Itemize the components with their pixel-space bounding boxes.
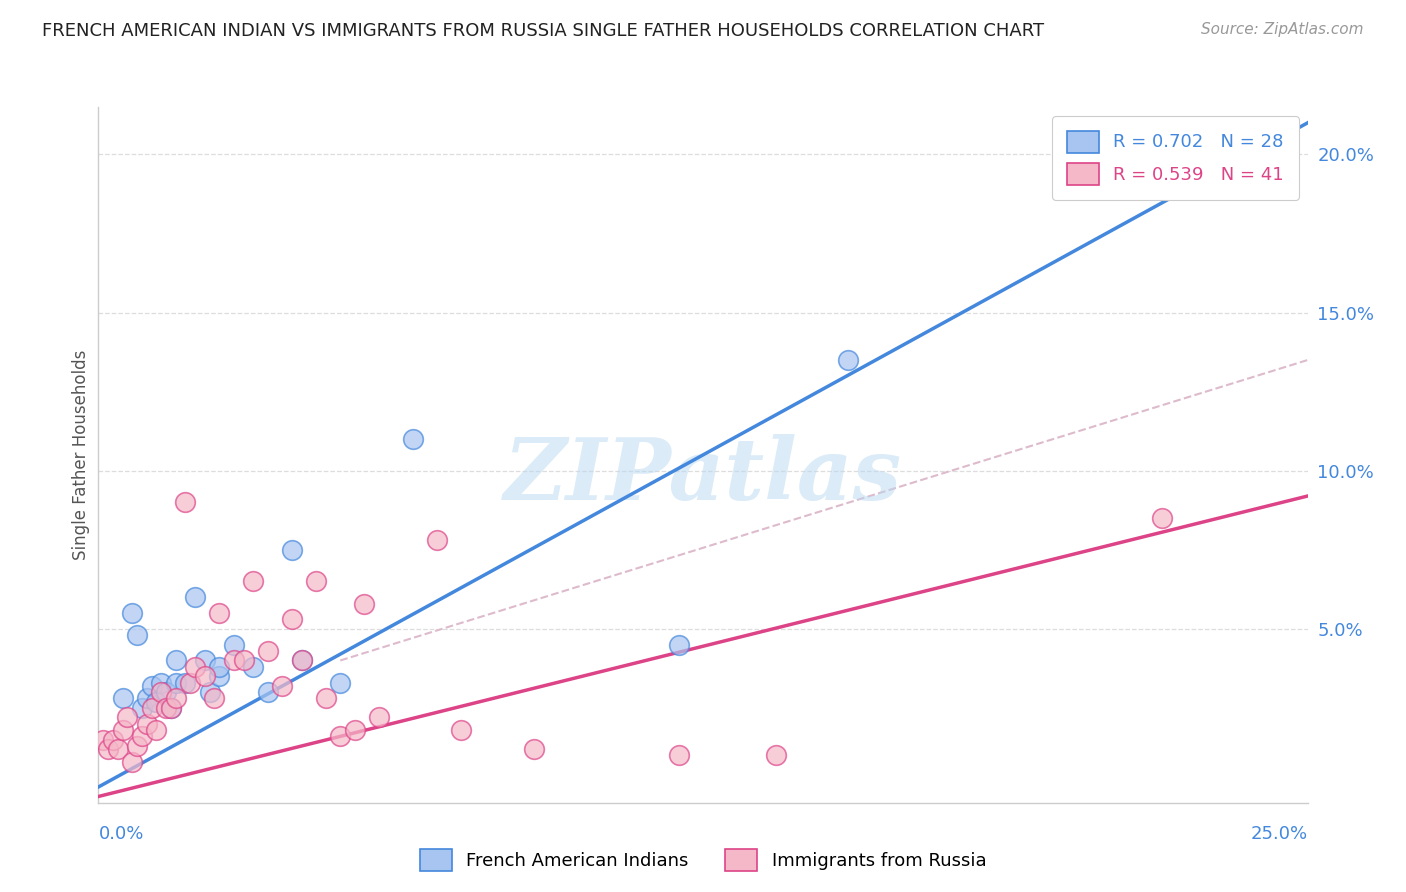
Point — [150, 675, 173, 690]
Legend: R = 0.702   N = 28, R = 0.539   N = 41: R = 0.702 N = 28, R = 0.539 N = 41 — [1052, 116, 1299, 200]
Point — [194, 669, 217, 683]
Text: 25.0%: 25.0% — [1250, 825, 1308, 843]
Point — [174, 675, 197, 690]
Point — [232, 653, 254, 667]
Point — [107, 742, 129, 756]
Point — [256, 644, 278, 658]
Point — [208, 669, 231, 683]
Point — [150, 685, 173, 699]
Point — [208, 660, 231, 674]
Point — [204, 691, 226, 706]
Point — [290, 653, 312, 667]
Point — [131, 701, 153, 715]
Point — [97, 742, 120, 756]
Point — [837, 353, 859, 368]
Point — [450, 723, 472, 737]
Point — [281, 542, 304, 557]
Point — [194, 653, 217, 667]
Point — [242, 574, 264, 589]
Point — [165, 691, 187, 706]
Text: Source: ZipAtlas.com: Source: ZipAtlas.com — [1201, 22, 1364, 37]
Point — [111, 691, 134, 706]
Point — [353, 597, 375, 611]
Point — [329, 675, 352, 690]
Point — [315, 691, 337, 706]
Point — [131, 730, 153, 744]
Point — [329, 730, 352, 744]
Point — [271, 679, 294, 693]
Point — [1152, 131, 1174, 145]
Point — [135, 691, 157, 706]
Point — [222, 653, 245, 667]
Point — [155, 685, 177, 699]
Point — [121, 755, 143, 769]
Point — [523, 742, 546, 756]
Y-axis label: Single Father Households: Single Father Households — [72, 350, 90, 560]
Text: FRENCH AMERICAN INDIAN VS IMMIGRANTS FROM RUSSIA SINGLE FATHER HOUSEHOLDS CORREL: FRENCH AMERICAN INDIAN VS IMMIGRANTS FRO… — [42, 22, 1045, 40]
Point — [184, 660, 207, 674]
Point — [305, 574, 328, 589]
Point — [343, 723, 366, 737]
Point — [155, 701, 177, 715]
Point — [101, 732, 124, 747]
Legend: French American Indians, Immigrants from Russia: French American Indians, Immigrants from… — [412, 842, 994, 879]
Point — [145, 723, 167, 737]
Point — [426, 533, 449, 548]
Point — [145, 695, 167, 709]
Point — [668, 748, 690, 763]
Point — [208, 606, 231, 620]
Text: ZIPatlas: ZIPatlas — [503, 434, 903, 517]
Point — [765, 748, 787, 763]
Point — [165, 675, 187, 690]
Point — [668, 638, 690, 652]
Point — [402, 432, 425, 446]
Point — [1152, 511, 1174, 525]
Point — [165, 653, 187, 667]
Point — [117, 710, 139, 724]
Point — [290, 653, 312, 667]
Point — [368, 710, 391, 724]
Point — [174, 495, 197, 509]
Point — [141, 679, 163, 693]
Point — [179, 675, 201, 690]
Point — [127, 628, 149, 642]
Point — [141, 701, 163, 715]
Point — [160, 701, 183, 715]
Point — [184, 591, 207, 605]
Point — [91, 732, 114, 747]
Point — [160, 701, 183, 715]
Text: 0.0%: 0.0% — [98, 825, 143, 843]
Point — [222, 638, 245, 652]
Point — [281, 612, 304, 626]
Point — [111, 723, 134, 737]
Point — [256, 685, 278, 699]
Point — [242, 660, 264, 674]
Point — [127, 739, 149, 753]
Point — [121, 606, 143, 620]
Point — [198, 685, 221, 699]
Point — [135, 716, 157, 731]
